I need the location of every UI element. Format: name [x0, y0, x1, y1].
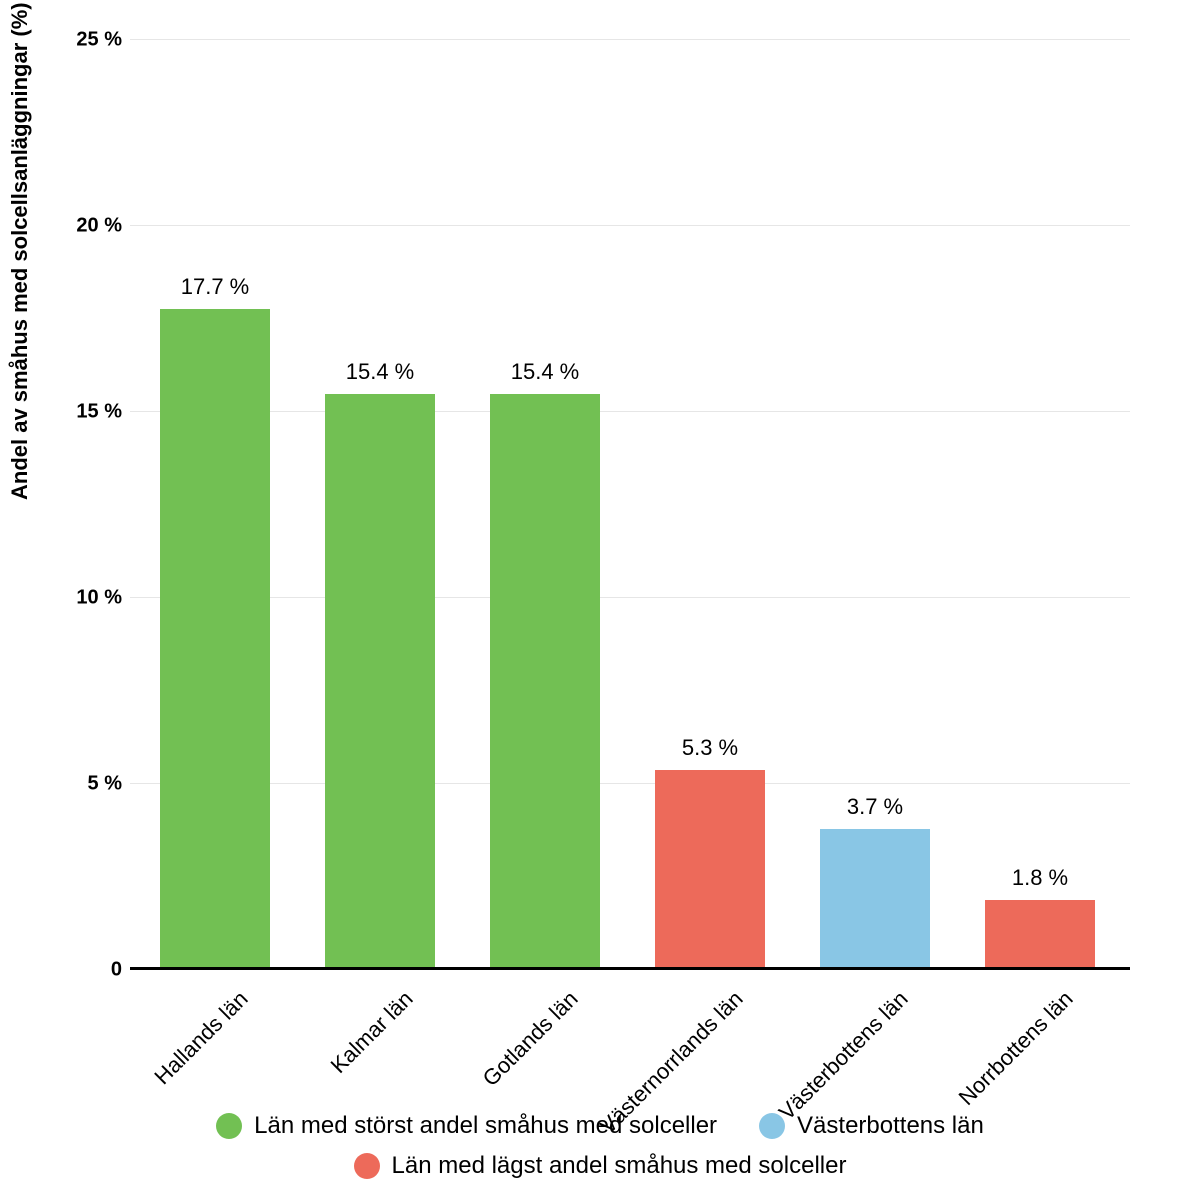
y-tick-label: 20 %: [76, 215, 122, 238]
y-tick-label: 0: [111, 959, 122, 982]
legend-label: Län med lägst andel småhus med solceller: [392, 1152, 847, 1180]
legend-swatch-icon: [216, 1113, 242, 1139]
grid-line: [130, 597, 1130, 598]
legend-swatch-icon: [354, 1153, 380, 1179]
grid-line: [130, 39, 1130, 40]
y-tick-label: 10 %: [76, 587, 122, 610]
legend-swatch-icon: [759, 1113, 785, 1139]
y-tick-label: 25 %: [76, 29, 122, 52]
bar-chart: Andel av småhus med solcellsanläggningar…: [0, 0, 1200, 1200]
legend-item: Län med lägst andel småhus med solceller: [354, 1152, 847, 1180]
bar: [820, 829, 930, 967]
grid-line: [130, 411, 1130, 412]
bar: [490, 394, 600, 967]
bar-value-label: 17.7 %: [115, 274, 315, 300]
bar-value-label: 15.4 %: [445, 359, 645, 385]
legend: Län med störst andel småhus med solcelle…: [0, 1112, 1200, 1180]
bar: [325, 394, 435, 967]
grid-line: [130, 225, 1130, 226]
bar-value-label: 5.3 %: [610, 735, 810, 761]
legend-label: Västerbottens län: [797, 1112, 984, 1140]
x-axis: [130, 967, 1130, 970]
legend-item: Västerbottens län: [759, 1112, 984, 1140]
legend-label: Län med störst andel småhus med solcelle…: [254, 1112, 717, 1140]
y-axis-title: Andel av småhus med solcellsanläggningar…: [7, 2, 33, 500]
bar: [655, 770, 765, 967]
bar: [985, 900, 1095, 967]
bar-value-label: 1.8 %: [940, 865, 1140, 891]
legend-item: Län med störst andel småhus med solcelle…: [216, 1112, 717, 1140]
grid-line: [130, 783, 1130, 784]
y-tick-label: 5 %: [88, 773, 122, 796]
plot-area: 17.7 %15.4 %15.4 %5.3 %3.7 %1.8 %: [130, 40, 1130, 970]
y-tick-label: 15 %: [76, 401, 122, 424]
bar: [160, 309, 270, 967]
bar-value-label: 3.7 %: [775, 794, 975, 820]
